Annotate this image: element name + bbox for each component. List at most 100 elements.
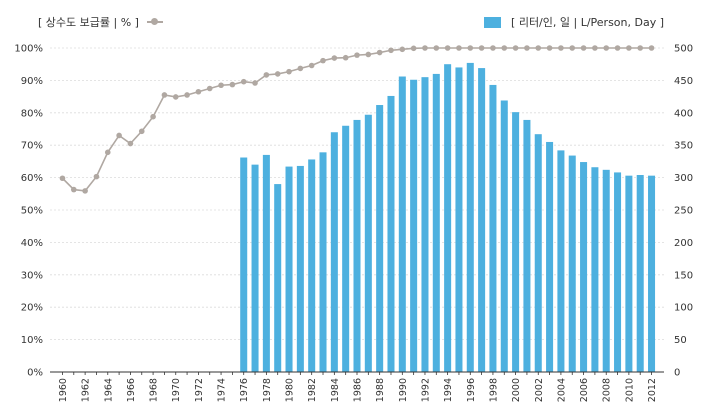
line-point [444, 45, 451, 51]
line-point [59, 175, 66, 182]
y-left-tick-label: 30% [21, 270, 43, 281]
x-tick-label: 2008 [602, 378, 613, 402]
line-point [512, 45, 519, 51]
bar [455, 67, 463, 372]
x-tick-label: 1974 [217, 378, 228, 402]
line-point [614, 45, 621, 51]
bar [353, 119, 361, 372]
x-tick-label: 1980 [285, 378, 296, 402]
y-right-tick-label: 450 [674, 76, 693, 87]
line-point [592, 45, 598, 51]
y-left-tick-label: 80% [21, 108, 43, 119]
bar [534, 134, 542, 372]
line-point [138, 128, 145, 135]
legend-line-marker-icon [146, 17, 163, 27]
x-tick-label: 1986 [353, 378, 364, 402]
bar [398, 76, 406, 373]
line-point [229, 81, 236, 88]
x-tick-label: 1990 [398, 378, 409, 402]
line-point [376, 49, 383, 56]
y-right-tick-label: 350 [674, 141, 693, 152]
x-tick-label: 1998 [488, 378, 499, 402]
y-right-tick-label: 200 [674, 238, 693, 249]
line-point [433, 45, 440, 51]
bar [614, 172, 622, 372]
x-tick-label: 2006 [579, 378, 590, 402]
x-tick-label: 1992 [420, 378, 431, 402]
legend-bar-swatch-icon [484, 16, 502, 28]
y-right-tick-label: 500 [674, 44, 693, 55]
line-supply-rate [59, 45, 655, 194]
bar [466, 62, 474, 373]
y-left-tick-label: 70% [21, 141, 43, 152]
bar [364, 114, 372, 372]
bar [251, 164, 259, 372]
bar [262, 154, 270, 372]
bar [432, 73, 440, 373]
line-point [331, 55, 338, 61]
x-tick-label: 2012 [647, 378, 658, 402]
bar [625, 175, 633, 372]
y-right-tick-label: 100 [674, 303, 693, 314]
line-point [263, 72, 270, 78]
bar [410, 79, 418, 372]
bar [308, 159, 316, 372]
line-point [218, 82, 224, 89]
bar [444, 64, 452, 372]
line-point [150, 113, 156, 120]
x-tick-label: 1960 [58, 378, 69, 402]
line-point [172, 94, 179, 100]
line-point [297, 65, 304, 72]
line-point [320, 57, 326, 64]
line-point [70, 186, 77, 193]
bar [240, 157, 248, 372]
bar [342, 125, 350, 372]
line-point [637, 45, 644, 51]
y-right-tick-label: 50 [674, 335, 687, 346]
bar [387, 95, 395, 373]
bar [319, 152, 327, 372]
line-point [93, 173, 100, 180]
bar [296, 165, 304, 372]
bar [557, 150, 565, 372]
bar [546, 141, 554, 372]
bar [489, 84, 497, 372]
x-tick-label: 1994 [443, 378, 454, 402]
line-point [456, 45, 462, 51]
line-point [184, 92, 190, 98]
bar [478, 68, 486, 372]
legend-supply-rate: [ 상수도 보급률 | % ] [38, 14, 163, 30]
legend-water-supply: [ 리터/인, 일 | L/Person, Day ] [484, 14, 664, 30]
y-left-tick-label: 60% [21, 173, 43, 184]
bar [376, 105, 384, 373]
x-tick-label: 1976 [239, 378, 250, 402]
x-tick-label: 1968 [149, 378, 160, 402]
line-point [354, 52, 360, 58]
bar [500, 100, 508, 372]
x-tick-label: 1988 [375, 378, 386, 402]
x-tick-label: 1966 [126, 378, 137, 402]
line-point [546, 45, 553, 51]
line-point [558, 45, 564, 51]
y-left-tick-label: 0% [27, 368, 43, 379]
bar [568, 155, 576, 372]
line-point [501, 45, 508, 51]
line-point [524, 45, 530, 51]
line-point [195, 88, 202, 95]
line-point [252, 80, 258, 86]
line-point [342, 54, 349, 61]
line-point [365, 51, 372, 58]
x-tick-label: 1984 [330, 378, 341, 402]
bar [580, 162, 588, 372]
line-point [116, 132, 122, 139]
bar [648, 175, 656, 372]
line-point [490, 45, 496, 51]
x-tick-label: 2004 [556, 378, 567, 402]
x-tick-label: 1996 [466, 378, 477, 402]
y-right-tick-label: 400 [674, 108, 693, 119]
line-point [410, 45, 417, 52]
line-point [240, 78, 247, 85]
line-point [82, 188, 88, 194]
bar [274, 184, 282, 372]
